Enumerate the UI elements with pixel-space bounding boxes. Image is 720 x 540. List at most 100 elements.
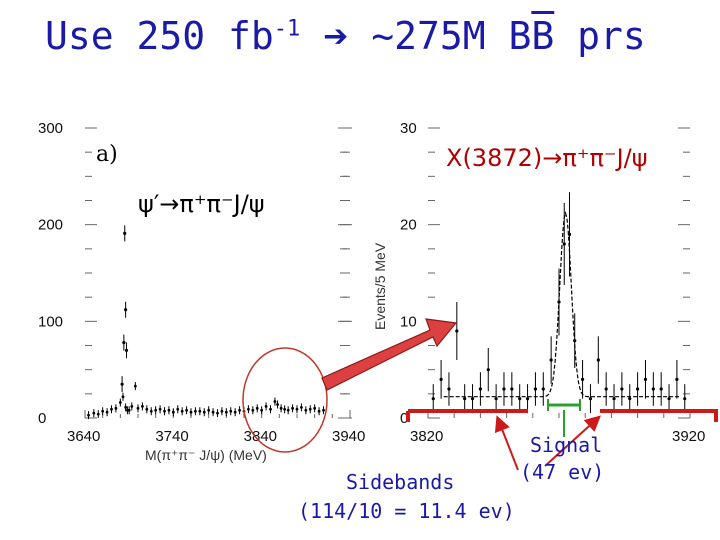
right-data-point: [510, 387, 514, 391]
left-data-point: [291, 406, 294, 410]
left-data-point: [198, 409, 202, 413]
signal-label: Signal: [530, 433, 602, 457]
right-data-point: [518, 397, 522, 401]
left-data-point: [202, 410, 206, 414]
psi-prime-decay-label: ψ′→π⁺π⁻J/ψ: [138, 190, 265, 218]
left-data-point: [224, 410, 228, 414]
right-data-points: [431, 192, 687, 414]
left-y-tick-label: 0: [38, 410, 46, 427]
left-data-point: [322, 408, 325, 412]
left-data-point: [276, 403, 279, 406]
sidebands-count: (114/10 = 11.4 ev): [298, 499, 515, 523]
psi-peak-point: [124, 348, 129, 352]
signal-count: (47 ev): [520, 460, 604, 484]
right-y-tick-label: 20: [400, 217, 417, 234]
left-data-point: [194, 409, 197, 413]
right-x-tick-label: 3820: [410, 428, 443, 445]
right-x-tick-label: 3920: [672, 428, 705, 445]
psi-peak-point: [124, 308, 128, 312]
left-data-point: [136, 406, 140, 410]
left-data-point: [238, 408, 241, 412]
left-data-point: [286, 408, 290, 412]
left-data-point: [308, 407, 312, 411]
right-y-tick-label: 0: [400, 410, 408, 427]
left-y-tick-label: 200: [38, 217, 63, 234]
right-arrow-icon: ➔: [323, 19, 349, 54]
fit-curve: [443, 210, 680, 398]
left-data-point: [127, 408, 131, 412]
left-data-point: [233, 410, 237, 414]
left-data-point: [141, 405, 144, 408]
left-data-point: [133, 384, 137, 388]
right-data-point: [525, 397, 530, 401]
right-data-point: [533, 387, 538, 391]
right-data-point: [651, 387, 655, 391]
left-data-point: [114, 406, 118, 410]
right-data-point: [439, 377, 443, 381]
right-data-point: [541, 387, 545, 391]
left-data-point: [220, 409, 224, 413]
right-y-axis-label: Events/5 MeV: [372, 242, 388, 330]
right-chart: 0 10 20 30 3820 3920 Events/5 MeV X(3872)→π⁺π…: [340, 120, 705, 445]
left-data-point: [304, 408, 308, 412]
left-x-tick-label: 3740: [155, 428, 188, 445]
left-y-tick-label: 300: [38, 120, 63, 137]
left-data-point: [229, 409, 233, 413]
left-data-point: [283, 407, 287, 411]
left-data-point: [154, 408, 158, 412]
left-data-point: [260, 408, 264, 412]
left-data-point: [313, 406, 317, 410]
right-tick-labels: 0 10 20 30 3820 3920: [400, 120, 705, 445]
right-data-point: [628, 397, 632, 401]
right-data-point: [557, 300, 561, 304]
x3872-decay-label: X(3872)→π⁺π⁻J/ψ: [446, 144, 648, 172]
left-x-axis-label: M(π⁺π⁻ J/ψ) (MeV): [145, 447, 267, 463]
left-data-point: [101, 409, 105, 413]
right-data-point: [643, 377, 648, 381]
title-exponent: -1: [273, 16, 301, 42]
right-data-point: [549, 358, 553, 362]
left-data-point: [158, 407, 162, 411]
right-data-point: [596, 358, 600, 362]
left-y-tick-label: 100: [38, 313, 63, 330]
sidebands-label: Sidebands: [346, 470, 454, 494]
left-data-point: [118, 401, 122, 404]
right-data-point: [463, 397, 467, 401]
psi-peak-point: [120, 382, 124, 386]
sideband-pointer-right: [544, 415, 601, 467]
left-data-point: [124, 405, 128, 409]
left-data-point: [163, 409, 166, 413]
left-data-point: [176, 407, 180, 411]
right-y-tick-label: 10: [400, 313, 417, 330]
right-data-point: [447, 387, 451, 391]
left-data-point: [317, 409, 321, 413]
right-y-tick-label: 30: [400, 120, 417, 137]
right-axes: [340, 127, 691, 419]
right-data-point: [562, 242, 566, 246]
left-x-tick-label: 3640: [67, 428, 100, 445]
right-data-point: [455, 329, 459, 333]
left-data-point: [255, 406, 259, 410]
left-data-point: [264, 405, 268, 408]
left-data-point: [247, 407, 250, 411]
left-data-point: [295, 407, 299, 411]
right-data-point: [667, 397, 671, 401]
right-data-point: [683, 397, 687, 401]
title-prefix: Use 250 fb: [45, 14, 274, 58]
big-arrow-icon: [321, 318, 458, 391]
left-data-point: [300, 405, 303, 409]
highlight-circle: [242, 347, 328, 453]
right-data-point: [588, 397, 593, 401]
right-data-point: [612, 397, 616, 401]
right-data-point: [604, 387, 608, 391]
left-data-point: [96, 412, 100, 416]
right-data-point: [431, 397, 435, 401]
left-data-point: [130, 405, 134, 408]
left-x-tick-label: 3940: [332, 428, 365, 445]
sideband-pointer-left: [494, 415, 519, 471]
psi-peak-point: [123, 231, 127, 235]
right-data-point: [659, 387, 663, 391]
right-data-point: [636, 387, 640, 391]
